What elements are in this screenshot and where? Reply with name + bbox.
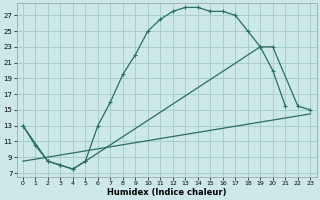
X-axis label: Humidex (Indice chaleur): Humidex (Indice chaleur) [107, 188, 226, 197]
